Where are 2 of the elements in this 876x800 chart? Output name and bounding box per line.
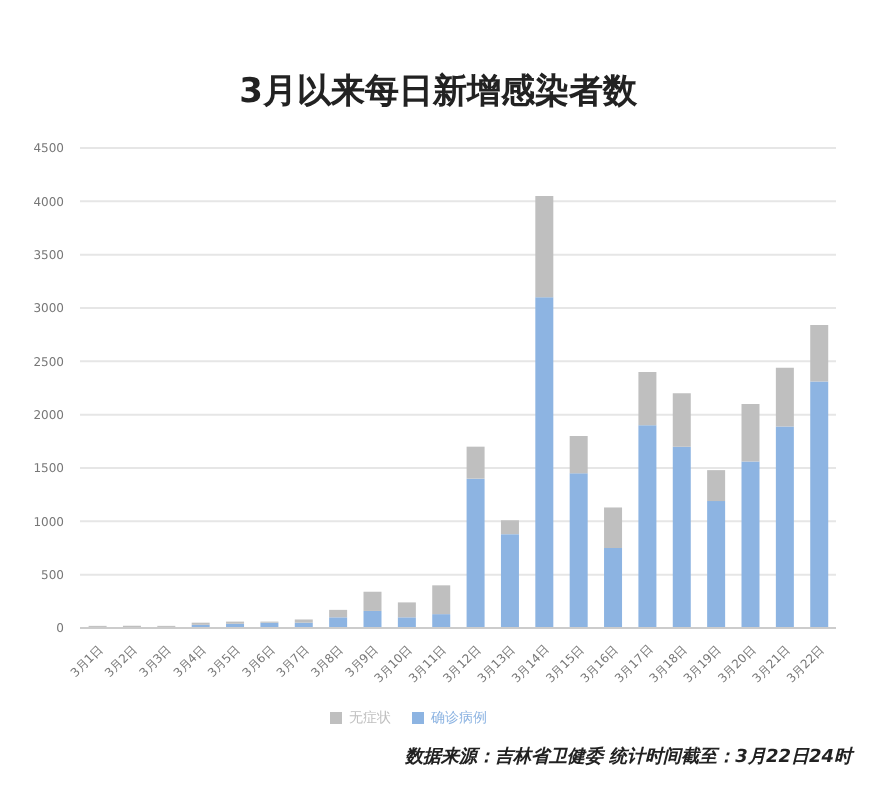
chart-title: 3月以来每日新增感染者数 (237, 70, 639, 114)
source-note: 数据来源：吉林省卫健委 统计时间截至：3月22日24时 (405, 744, 852, 770)
